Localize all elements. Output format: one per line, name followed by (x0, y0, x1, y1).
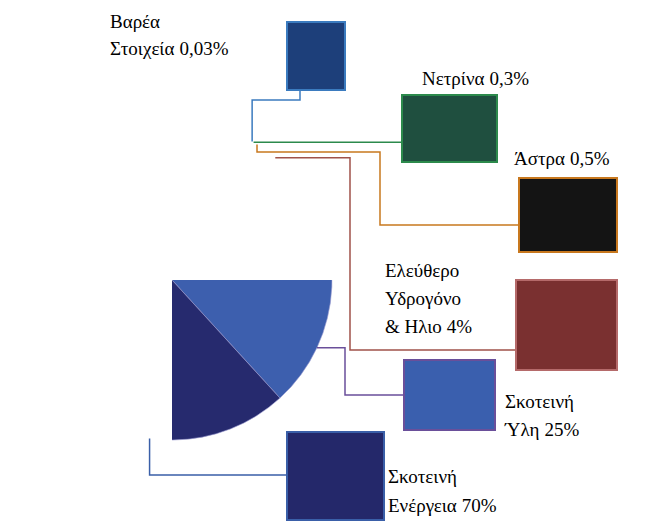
category-text: & Ηλιο (385, 316, 442, 337)
slice-label: Στοιχεία0,03% (110, 38, 229, 59)
image-box (287, 22, 345, 90)
value-label: 0,03% (179, 38, 228, 59)
value-label: 0,5% (570, 148, 610, 169)
image-box (402, 95, 497, 162)
slice-label: Βαρέα (110, 11, 160, 32)
slice-label: Νετρίνα0,3% (422, 68, 529, 89)
slice-label: Σκοτεινή (388, 466, 457, 487)
category-text: Νετρίνα (422, 68, 485, 89)
image-box (519, 178, 617, 252)
slice-label: Ύλη25% (504, 419, 579, 440)
slice-label: Ελεύθερο (385, 260, 459, 281)
slice-label: Υδρογόνο (385, 288, 461, 309)
value-label: 25% (544, 419, 579, 440)
slice-label: & Ηλιο4% (385, 316, 472, 337)
value-label: 70% (462, 495, 497, 516)
leader-line (275, 158, 516, 350)
value-label: 4% (447, 316, 473, 337)
slice-label: Ενέργεια70% (388, 495, 497, 516)
category-text: Υδρογόνο (385, 288, 461, 309)
slice (172, 280, 280, 440)
category-text: Ενέργεια (388, 495, 457, 516)
category-text: Άστρα (514, 148, 565, 169)
category-text: Σκοτεινή (505, 391, 574, 412)
category-text: Βαρέα (110, 11, 160, 32)
leader-line (150, 438, 287, 475)
category-text: Στοιχεία (110, 38, 174, 59)
leader-line (257, 144, 519, 225)
annotations: Βαρέα Στοιχεία0,03% Νετρίνα0,3% Άστρα0,5% Ελ… (110, 11, 617, 520)
image-box (287, 432, 384, 520)
slice-label: Άστρα0,5% (514, 148, 610, 169)
image-box (516, 280, 617, 370)
leader-line (317, 348, 404, 395)
leader-line (252, 90, 300, 142)
slice-label: Σκοτεινή (505, 391, 574, 412)
chart: Βαρέα Στοιχεία0,03% Νετρίνα0,3% Άστρα0,5% Ελ… (0, 0, 652, 528)
category-text: Ύλη (504, 419, 539, 440)
category-text: Ελεύθερο (385, 260, 459, 281)
leader-line (254, 142, 402, 144)
value-label: 0,3% (489, 68, 529, 89)
category-text: Σκοτεινή (388, 466, 457, 487)
image-box (404, 360, 495, 430)
pie (172, 280, 332, 440)
